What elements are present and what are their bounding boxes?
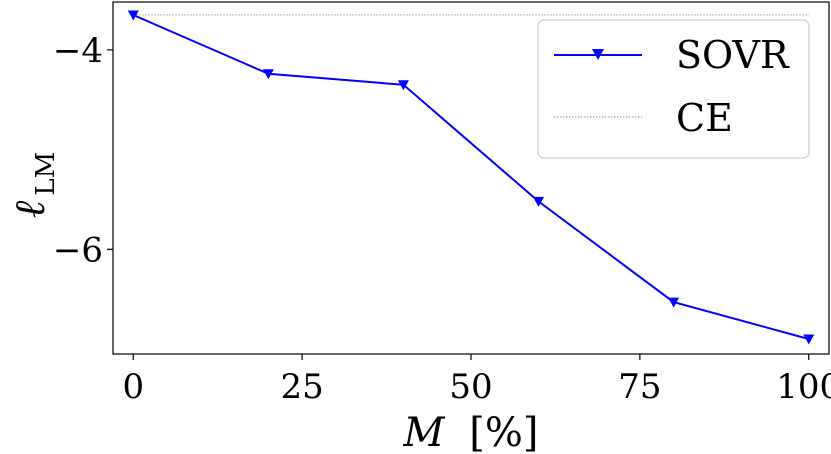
series-line-sovr <box>132 14 809 340</box>
legend-label-ce: CE <box>676 96 733 140</box>
data-point-sovr <box>668 297 680 308</box>
y-axis-label-subscript: LM <box>31 152 61 196</box>
y-tick-label: −6 <box>53 230 103 270</box>
x-axis-label-symbol: M <box>403 410 446 454</box>
data-point-sovr <box>533 196 545 207</box>
legend-marker-sovr <box>592 49 604 60</box>
y-tick-label: −4 <box>53 31 103 71</box>
x-tick-label: 75 <box>618 367 661 407</box>
y-axis-ticks: −4 −6 <box>53 31 113 270</box>
legend-label-sovr: SOVR <box>676 33 790 77</box>
data-point-sovr <box>262 69 274 80</box>
y-axis-label: ℓ LM <box>5 152 61 218</box>
series-layer <box>127 10 815 345</box>
x-tick-label: 100 <box>776 367 831 407</box>
data-point-sovr <box>803 334 815 345</box>
y-axis-label-symbol: ℓ <box>5 200 54 218</box>
x-axis-ticks: 0 25 50 75 100 <box>122 354 831 407</box>
data-point-sovr <box>127 10 139 21</box>
x-axis-label-unit: [%] <box>469 410 538 454</box>
legend: SOVR CE <box>537 19 810 159</box>
x-tick-label: 50 <box>449 367 492 407</box>
x-tick-label: 0 <box>122 367 144 407</box>
x-tick-label: 25 <box>280 367 323 407</box>
data-point-sovr <box>397 80 409 91</box>
x-axis-label: M [%] <box>403 410 539 454</box>
